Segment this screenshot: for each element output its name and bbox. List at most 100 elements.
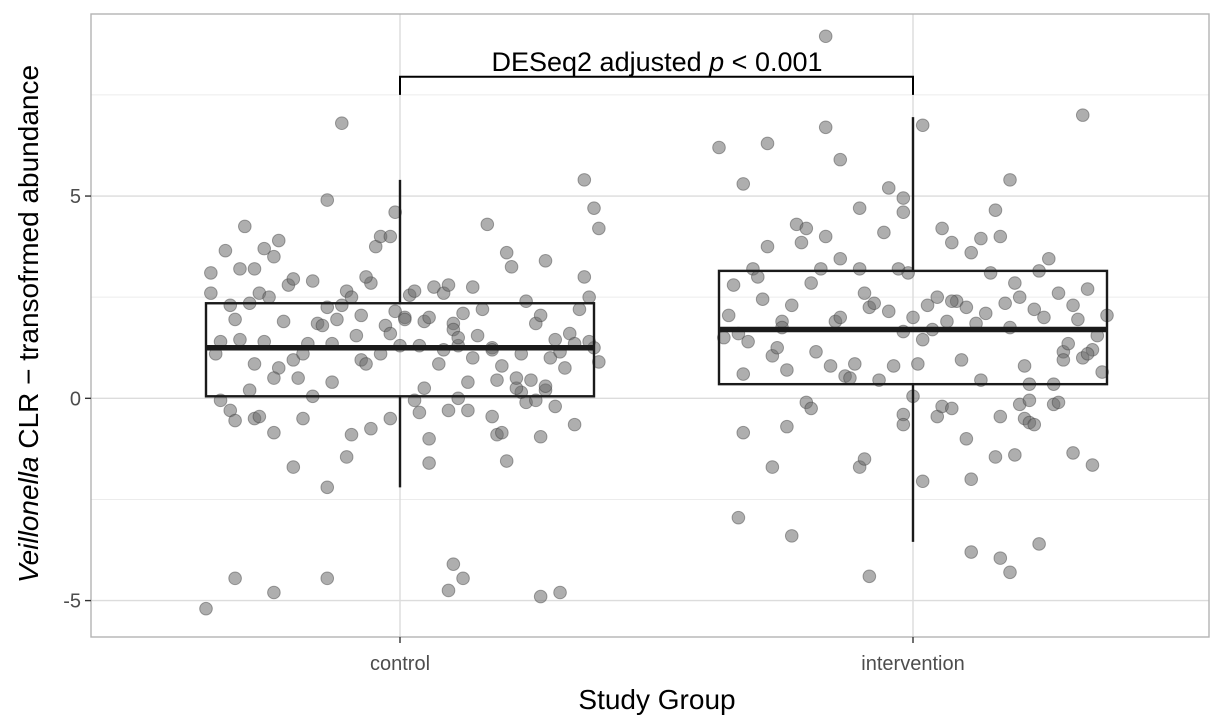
data-point [247, 262, 262, 276]
data-point [804, 401, 818, 416]
data-point [456, 306, 470, 321]
data-point [441, 583, 456, 598]
data-point [843, 371, 857, 385]
x-axis-label: Study Group [578, 684, 735, 715]
data-point [344, 290, 359, 304]
data-point [228, 312, 242, 327]
data-point [509, 371, 524, 385]
data-point [784, 529, 799, 543]
data-point [335, 116, 349, 131]
data-point [1085, 458, 1100, 472]
data-point [1017, 359, 1032, 373]
data-point [267, 425, 281, 440]
data-point [896, 205, 911, 220]
data-point [388, 205, 402, 220]
data-point [1056, 353, 1071, 367]
data-point [818, 229, 833, 244]
data-point [1022, 393, 1037, 408]
data-point [592, 355, 606, 369]
data-point [920, 298, 935, 313]
data-point [349, 328, 364, 343]
data-point [911, 357, 925, 371]
data-point [760, 239, 775, 254]
data-point [741, 334, 755, 349]
data-point [1051, 395, 1066, 410]
data-point [286, 353, 301, 367]
data-point [823, 359, 838, 373]
data-point [1080, 347, 1095, 361]
data-point [383, 326, 398, 341]
data-point [940, 314, 954, 329]
data-point [974, 231, 988, 246]
data-point [915, 118, 930, 133]
data-point [305, 274, 320, 288]
data-point [495, 425, 509, 440]
data-point [814, 262, 828, 276]
data-point [877, 225, 891, 240]
data-point [422, 456, 436, 470]
data-point [1008, 276, 1022, 290]
data-point [233, 332, 247, 347]
data-point [780, 363, 794, 377]
data-point [495, 359, 509, 373]
data-point [339, 450, 354, 464]
data-point [465, 351, 480, 365]
data-point [983, 266, 998, 280]
data-point [818, 120, 833, 135]
data-point [1095, 365, 1109, 379]
data-point [751, 270, 765, 284]
data-point [533, 429, 548, 444]
data-point [223, 298, 238, 313]
significance-label: DESeq2 adjusted p < 0.001 [491, 47, 822, 77]
data-point [915, 474, 930, 489]
y-tick-label: -5 [63, 591, 81, 613]
data-point [533, 589, 548, 604]
data-point [422, 431, 436, 446]
data-point [857, 452, 872, 466]
data-point [567, 417, 582, 432]
data-point [451, 391, 466, 406]
data-point [325, 375, 339, 389]
data-point [577, 173, 592, 187]
data-point [533, 308, 548, 323]
data-point [1032, 537, 1046, 551]
data-point [267, 371, 281, 385]
data-point [998, 296, 1012, 311]
data-point [427, 280, 441, 294]
data-point [262, 290, 276, 304]
data-point [988, 450, 1003, 464]
data-point [954, 353, 969, 367]
data-point [267, 585, 281, 600]
data-point [233, 262, 247, 276]
data-point [276, 314, 291, 329]
data-point [330, 312, 344, 327]
data-point [490, 373, 504, 387]
data-point [896, 191, 911, 205]
data-point [548, 332, 563, 347]
data-point [383, 229, 398, 244]
data-point [320, 571, 335, 586]
data-point [291, 371, 305, 385]
data-point [959, 300, 974, 315]
data-point [577, 270, 592, 284]
data-point [228, 413, 242, 428]
data-point [736, 425, 751, 440]
data-point [993, 551, 1008, 565]
data-point [765, 460, 780, 474]
data-point [470, 328, 485, 343]
data-point [538, 253, 553, 268]
data-point [852, 262, 867, 276]
data-point [755, 292, 770, 307]
data-point [1037, 310, 1051, 325]
data-point [862, 569, 877, 584]
data-point [388, 304, 402, 319]
data-point [548, 399, 563, 414]
data-point [993, 229, 1008, 244]
data-point [1066, 298, 1080, 313]
data-point [582, 290, 596, 304]
significance-p-italic: p [708, 47, 724, 77]
data-point [852, 201, 867, 215]
data-point [867, 296, 882, 311]
data-point [915, 332, 930, 347]
data-point [485, 409, 499, 424]
